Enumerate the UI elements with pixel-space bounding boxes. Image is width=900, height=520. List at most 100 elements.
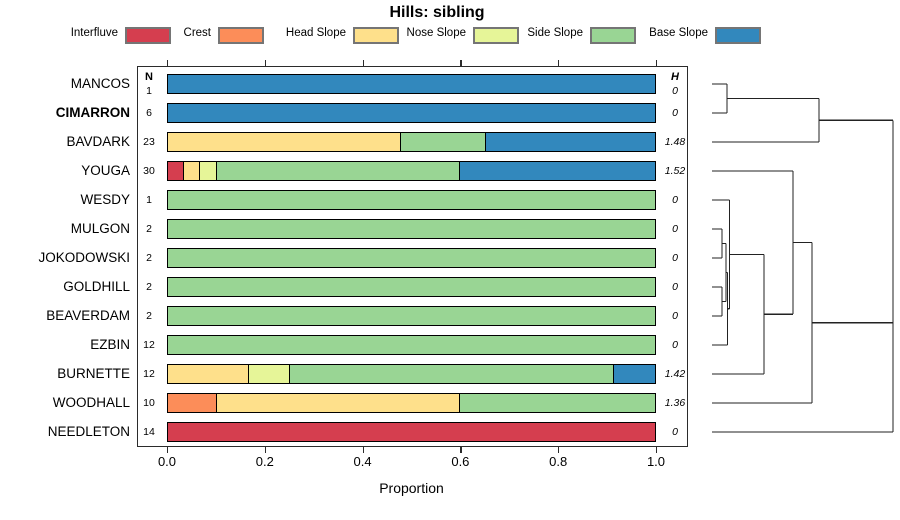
row-label-wesdy: WESDY: [80, 192, 130, 207]
bar-segment-head-slope: [216, 394, 461, 412]
axis-tick-label: 0.4: [353, 454, 372, 469]
row-label-goldhill: GOLDHILL: [63, 279, 130, 294]
n-value: 2: [146, 281, 152, 293]
n-value: 1: [146, 85, 152, 97]
n-value: 6: [146, 107, 152, 119]
bar-goldhill: [167, 277, 656, 297]
n-value: 2: [146, 252, 152, 264]
row-label-bavdark: BAVDARK: [66, 134, 130, 149]
bar-segment-head-slope: [168, 133, 401, 151]
bar-segment-side-slope: [289, 365, 615, 383]
bar-bavdark: [167, 132, 656, 152]
row-label-burnette: BURNETTE: [57, 366, 130, 381]
bar-segment-side-slope: [168, 278, 655, 296]
axis-tick-top: [460, 60, 462, 66]
axis-tick-bottom: [558, 447, 560, 453]
axis-tick-top: [167, 60, 169, 66]
bar-segment-interfluve: [168, 423, 655, 441]
h-col-header: H: [671, 71, 679, 83]
bar-segment-side-slope: [168, 249, 655, 267]
h-value: 1.52: [664, 165, 686, 177]
plot-frame: [137, 66, 688, 447]
h-value: 0: [672, 107, 678, 119]
bar-segment-head-slope: [184, 162, 201, 180]
h-value: 1.36: [664, 397, 686, 409]
n-value: 12: [143, 368, 155, 380]
n-value: 30: [143, 165, 155, 177]
bar-segment-side-slope: [168, 336, 655, 354]
h-value: 0: [672, 426, 678, 438]
bar-segment-crest: [168, 394, 217, 412]
h-value: 0: [672, 281, 678, 293]
bar-mulgon: [167, 219, 656, 239]
axis-tick-top: [362, 60, 364, 66]
row-label-cimarron: CIMARRON: [55, 105, 130, 120]
axis-tick-label: 0.6: [451, 454, 470, 469]
h-value: 1.42: [664, 368, 686, 380]
row-label-mancos: MANCOS: [70, 76, 130, 91]
bar-segment-nose-slope: [249, 365, 290, 383]
axis-tick-bottom: [167, 447, 169, 453]
bar-segment-interfluve: [168, 162, 185, 180]
h-value: 0: [672, 252, 678, 264]
row-label-mulgon: MULGON: [70, 221, 130, 236]
row-label-ezbin: EZBIN: [90, 337, 130, 352]
bar-segment-nose-slope: [200, 162, 217, 180]
axis-tick-label: 1.0: [646, 454, 666, 469]
axis-tick-top: [656, 60, 658, 66]
bar-needleton: [167, 422, 656, 442]
bar-segment-side-slope: [216, 162, 461, 180]
legend-label: Side Slope: [527, 27, 583, 39]
bar-mancos: [167, 74, 656, 94]
bar-segment-side-slope: [460, 394, 655, 412]
legend-label: Crest: [183, 27, 211, 39]
n-value: 2: [146, 310, 152, 322]
h-value: 0: [672, 310, 678, 322]
legend-swatch: [715, 27, 761, 44]
axis-tick-top: [558, 60, 560, 66]
h-value: 0: [672, 223, 678, 235]
axis-tick-label: 0.0: [157, 454, 177, 469]
chart-title: Hills: sibling: [389, 4, 485, 21]
bar-segment-base-slope: [168, 75, 655, 93]
n-value: 1: [146, 194, 152, 206]
bar-segment-side-slope: [400, 133, 486, 151]
bar-segment-base-slope: [168, 104, 655, 122]
bar-segment-side-slope: [168, 307, 655, 325]
n-value: 10: [143, 397, 155, 409]
bar-wesdy: [167, 190, 656, 210]
axis-tick-bottom: [362, 447, 364, 453]
row-label-beaverdam: BEAVERDAM: [46, 308, 130, 323]
x-axis-title: Proportion: [379, 480, 444, 496]
bar-woodhall: [167, 393, 656, 413]
bar-segment-base-slope: [485, 133, 655, 151]
bar-beaverdam: [167, 306, 656, 326]
legend-swatch: [218, 27, 264, 44]
axis-tick-bottom: [264, 447, 266, 453]
n-value: 14: [143, 426, 155, 438]
row-label-youga: YOUGA: [81, 163, 130, 178]
h-value: 0: [672, 85, 678, 97]
bar-segment-base-slope: [460, 162, 655, 180]
n-value: 2: [146, 223, 152, 235]
bar-cimarron: [167, 103, 656, 123]
n-value: 23: [143, 136, 155, 148]
h-value: 1.48: [664, 136, 686, 148]
row-label-woodhall: WOODHALL: [52, 395, 130, 410]
legend-swatch: [353, 27, 399, 44]
axis-tick-label: 0.8: [549, 454, 568, 469]
legend-label: Head Slope: [285, 27, 346, 39]
bar-youga: [167, 161, 656, 181]
bar-segment-side-slope: [168, 191, 655, 209]
legend-label: Base Slope: [649, 27, 708, 39]
bar-segment-side-slope: [168, 220, 655, 238]
row-label-jokodowski: JOKODOWSKI: [38, 250, 130, 265]
bar-burnette: [167, 364, 656, 384]
row-label-needleton: NEEDLETON: [47, 424, 130, 439]
legend-swatch: [473, 27, 519, 44]
h-value: 0: [672, 339, 678, 351]
h-value: 0: [672, 194, 678, 206]
bar-segment-head-slope: [168, 365, 250, 383]
axis-tick-top: [264, 60, 266, 66]
axis-tick-bottom: [656, 447, 658, 453]
